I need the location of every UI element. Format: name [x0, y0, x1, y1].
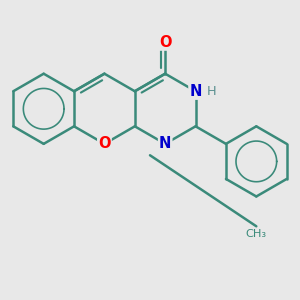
Text: CH₃: CH₃	[246, 229, 267, 239]
Text: N: N	[159, 136, 171, 152]
Text: O: O	[98, 136, 111, 152]
Text: H: H	[206, 85, 216, 98]
Text: O: O	[159, 34, 171, 50]
Text: N: N	[189, 84, 202, 99]
